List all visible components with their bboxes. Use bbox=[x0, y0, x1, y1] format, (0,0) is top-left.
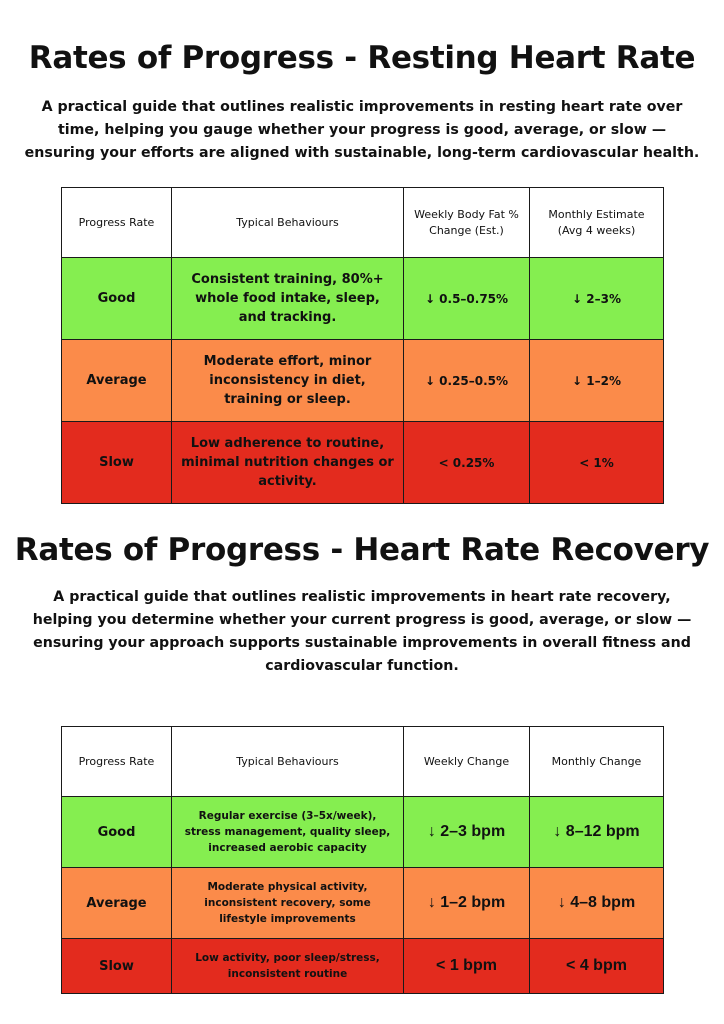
table-row-slow: Slow Low adherence to routine, minimal n… bbox=[61, 421, 664, 504]
progress-level: Average bbox=[61, 867, 172, 939]
weekly-value: < 1 bpm bbox=[403, 938, 530, 994]
behaviours-cell: Regular exercise (3–5x/week), stress man… bbox=[171, 796, 404, 868]
table-row-good: Good Regular exercise (3–5x/week), stres… bbox=[61, 796, 664, 868]
table-header-row: Progress Rate Typical Behaviours Weekly … bbox=[61, 726, 664, 797]
heart-rate-recovery-title: Rates of Progress - Heart Rate Recovery bbox=[14, 532, 710, 568]
behaviours-cell: Low adherence to routine, minimal nutrit… bbox=[171, 421, 404, 504]
heart-rate-recovery-table: Progress Rate Typical Behaviours Weekly … bbox=[61, 726, 664, 994]
table-row-average: Average Moderate effort, minor inconsist… bbox=[61, 339, 664, 422]
heart-rate-recovery-intro: A practical guide that outlines realisti… bbox=[32, 589, 692, 674]
header-typical-behaviours: Typical Behaviours bbox=[171, 726, 404, 797]
progress-level: Good bbox=[61, 257, 172, 340]
resting-heart-rate-title: Rates of Progress - Resting Heart Rate bbox=[28, 40, 696, 76]
header-typical-behaviours: Typical Behaviours bbox=[171, 187, 404, 258]
header-monthly-estimate: Monthly Estimate (Avg 4 weeks) bbox=[529, 187, 664, 258]
behaviours-cell: Moderate physical activity, inconsistent… bbox=[171, 867, 404, 939]
monthly-value: < 1% bbox=[529, 421, 664, 504]
progress-level: Slow bbox=[61, 421, 172, 504]
progress-level: Good bbox=[61, 796, 172, 868]
weekly-value: ↓ 2–3 bpm bbox=[403, 796, 530, 868]
behaviours-cell: Low activity, poor sleep/stress, inconsi… bbox=[171, 938, 404, 994]
header-weekly-change: Weekly Body Fat % Change (Est.) bbox=[403, 187, 530, 258]
monthly-value: ↓ 1–2% bbox=[529, 339, 664, 422]
table-row-good: Good Consistent training, 80%+ whole foo… bbox=[61, 257, 664, 340]
table-row-average: Average Moderate physical activity, inco… bbox=[61, 867, 664, 939]
header-weekly-change: Weekly Change bbox=[403, 726, 530, 797]
progress-level: Average bbox=[61, 339, 172, 422]
monthly-value: ↓ 8–12 bpm bbox=[529, 796, 664, 868]
header-progress-rate: Progress Rate bbox=[61, 187, 172, 258]
table-row-slow: Slow Low activity, poor sleep/stress, in… bbox=[61, 938, 664, 994]
weekly-value: ↓ 0.25–0.5% bbox=[403, 339, 530, 422]
behaviours-cell: Moderate effort, minor inconsistency in … bbox=[171, 339, 404, 422]
header-monthly-change: Monthly Change bbox=[529, 726, 664, 797]
behaviours-cell: Consistent training, 80%+ whole food int… bbox=[171, 257, 404, 340]
header-progress-rate: Progress Rate bbox=[61, 726, 172, 797]
progress-level: Slow bbox=[61, 938, 172, 994]
monthly-value: ↓ 4–8 bpm bbox=[529, 867, 664, 939]
weekly-value: ↓ 1–2 bpm bbox=[403, 867, 530, 939]
monthly-value: ↓ 2–3% bbox=[529, 257, 664, 340]
monthly-value: < 4 bpm bbox=[529, 938, 664, 994]
resting-heart-rate-table: Progress Rate Typical Behaviours Weekly … bbox=[61, 187, 664, 504]
weekly-value: ↓ 0.5–0.75% bbox=[403, 257, 530, 340]
weekly-value: < 0.25% bbox=[403, 421, 530, 504]
table-header-row: Progress Rate Typical Behaviours Weekly … bbox=[61, 187, 664, 258]
resting-heart-rate-intro: A practical guide that outlines realisti… bbox=[24, 99, 700, 161]
